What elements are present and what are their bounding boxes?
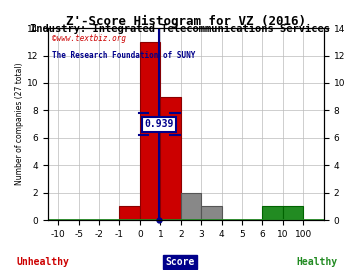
Text: 0.939: 0.939 [144, 119, 174, 129]
Bar [140, 42, 160, 220]
Text: ©www.textbiz.org: ©www.textbiz.org [52, 34, 126, 43]
Text: Score: Score [165, 257, 195, 267]
Bar [283, 206, 303, 220]
Bar [201, 206, 222, 220]
Bar [262, 206, 283, 220]
Bar [181, 193, 201, 220]
Title: Z'-Score Histogram for VZ (2016): Z'-Score Histogram for VZ (2016) [66, 15, 306, 28]
Text: Healthy: Healthy [296, 257, 337, 267]
Text: Industry: Integrated Telecommunications Services: Industry: Integrated Telecommunications … [30, 24, 330, 34]
Text: The Research Foundation of SUNY: The Research Foundation of SUNY [52, 51, 195, 60]
Bar [120, 206, 140, 220]
Bar [160, 97, 181, 220]
Y-axis label: Number of companies (27 total): Number of companies (27 total) [15, 63, 24, 185]
Text: Unhealthy: Unhealthy [17, 257, 69, 267]
